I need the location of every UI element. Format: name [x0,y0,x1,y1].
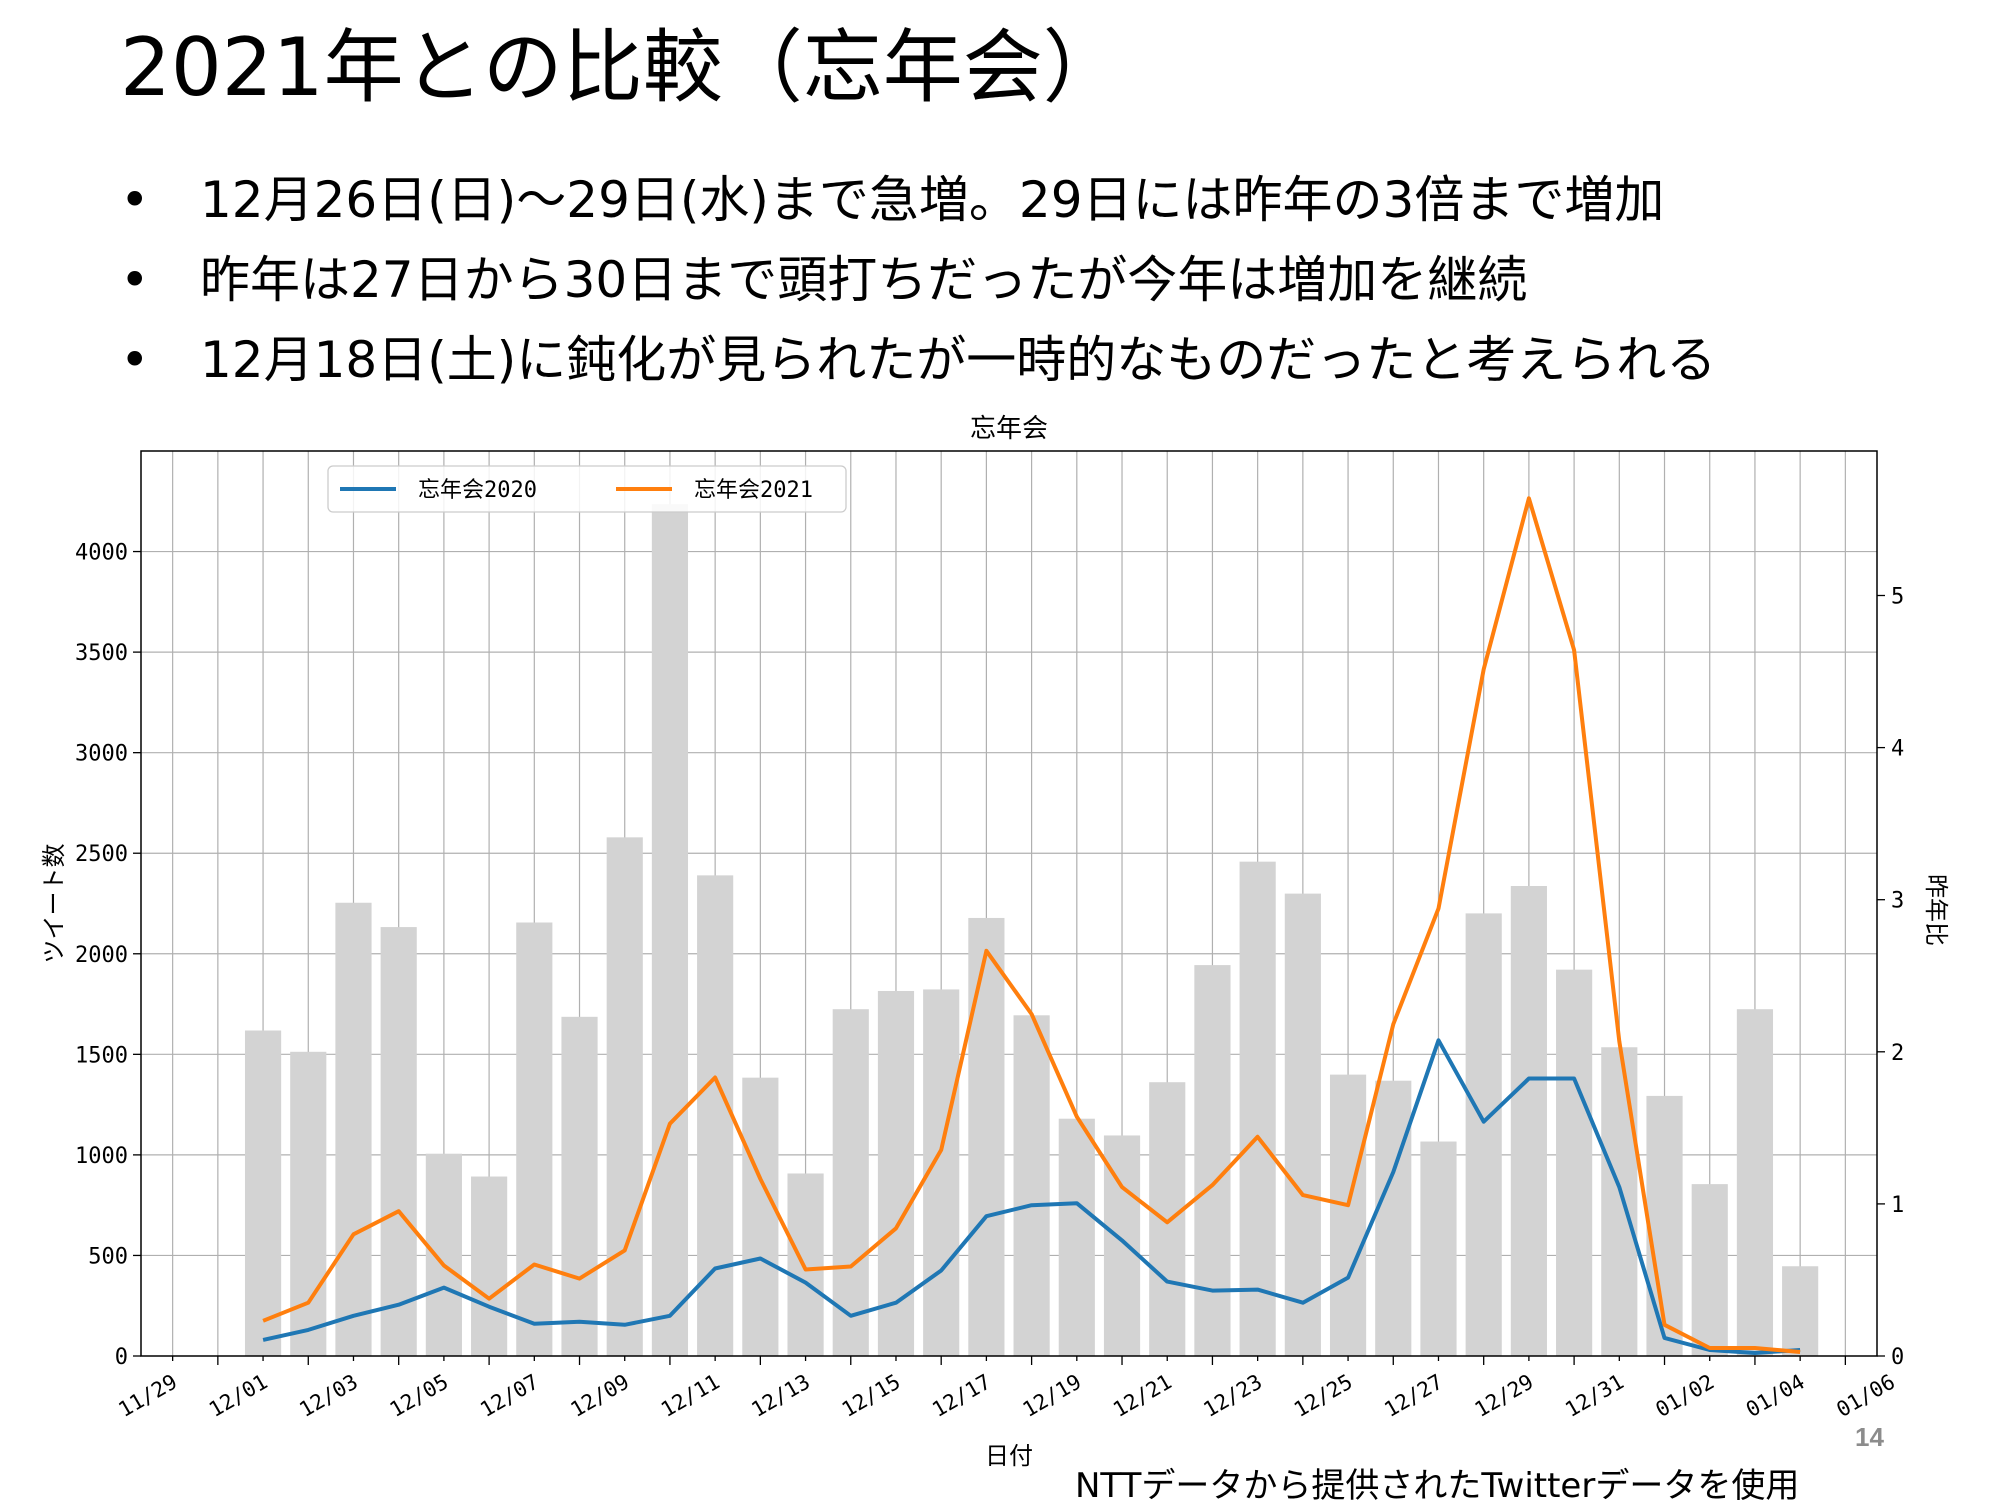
bullet-text: 昨年は27日から30日まで頭打ちだったが今年は増加を継続 [200,251,1528,309]
series-line-2020 [262,1038,1801,1355]
x-tick-label: 11/29 [114,1370,181,1422]
x-tick-label: 01/06 [1832,1370,1899,1422]
x-tick-label: 12/03 [295,1370,362,1422]
y2-tick-label: 5 [1891,584,1904,609]
y-tick-label: 500 [88,1244,128,1269]
ratio-bar [1239,861,1276,1356]
ratio-bar [1194,965,1231,1356]
ratio-bar [1601,1047,1638,1356]
ratio-bar [651,504,689,1356]
slide-title: 2021年との比較（忘年会） [120,21,1123,114]
ratio-bar [561,1016,598,1356]
bullet-text: 12月18日(土)に鈍化が見られたが一時的なものだったと考えられる [200,331,1717,389]
ratio-bar [787,1173,824,1356]
ratio-bar [1420,1141,1457,1356]
ratio-bar [968,917,1005,1356]
ratio-bar [1284,893,1321,1356]
x-tick-label: 12/31 [1561,1370,1628,1422]
y-axis-label: ツイート数 [40,844,68,964]
y-axis-right: 0 1 2 3 4 5 [1877,584,1904,1370]
y2-tick-label: 1 [1891,1193,1904,1218]
ratio-bar [516,922,553,1356]
ratio-bar [1556,969,1593,1356]
ratio-bar [290,1051,327,1356]
bullet-dot: • [120,171,150,229]
ratio-bar [1465,913,1502,1356]
x-tick-label: 12/05 [386,1370,453,1422]
ratio-bars [244,504,1819,1356]
bullet-item: • 昨年は27日から30日まで頭打ちだったが今年は増加を継続 [120,240,1716,320]
ratio-bar [1058,1118,1095,1356]
y-tick-label: 3000 [75,742,128,767]
x-tick-label: 12/11 [657,1370,724,1422]
ratio-bar [832,1009,869,1356]
x-tick-label: 12/01 [205,1370,272,1422]
data-credit: NTTデータから提供されたTwitterデータを使用 [1075,1466,1800,1506]
bullet-item: • 12月18日(土)に鈍化が見られたが一時的なものだったと考えられる [120,320,1716,400]
y2-tick-label: 2 [1891,1041,1904,1066]
bullet-item: • 12月26日(日)～29日(水)まで急増。29日には昨年の3倍まで増加 [120,160,1716,240]
chart-title: 忘年会 [970,414,1048,444]
y-axis-left: 0 500 1000 1500 2000 2500 3000 3500 4000 [75,541,141,1370]
ratio-bar [335,902,372,1356]
ratio-bar [425,1153,462,1356]
x-axis: 11/29 12/01 12/03 12/05 12/07 12/09 12/11 12/13… [114,1356,1899,1422]
x-axis-label: 日付 [985,1442,1033,1470]
legend-label: 忘年会2020 [418,478,537,503]
ratio-bar [244,1030,282,1356]
legend: 忘年会2020 忘年会2021 [327,465,847,513]
ratio-bar [606,837,643,1356]
bullet-text: 12月26日(日)～29日(水)まで急増。29日には昨年の3倍まで増加 [200,171,1665,229]
plot-frame [140,450,1878,1357]
ratio-bar [1375,1080,1412,1356]
ratio-bar [1782,1266,1819,1356]
y2-tick-label: 3 [1891,889,1904,914]
page-number: 14 [1855,1422,1884,1452]
ratio-bar [1691,1184,1728,1356]
bullet-list: • 12月26日(日)～29日(水)まで急増。29日には昨年の3倍まで増加 • 昨年… [120,160,1716,400]
x-tick-label: 12/25 [1290,1370,1357,1422]
ratio-bar [380,927,417,1356]
x-tick-label: 01/04 [1742,1370,1809,1422]
y2-tick-label: 4 [1891,737,1904,762]
ratio-bar [697,875,734,1356]
x-tick-label: 12/17 [928,1370,995,1422]
x-tick-label: 12/13 [747,1370,814,1422]
ratio-bar [1510,886,1547,1356]
ratio-bar [1149,1082,1186,1356]
ratio-bar [1329,1074,1367,1356]
y-tick-label: 4000 [75,541,128,566]
x-tick-label: 12/23 [1199,1370,1266,1422]
y-tick-label: 2000 [75,943,128,968]
ratio-bar [1103,1135,1141,1356]
x-tick-label: 12/15 [838,1370,905,1422]
y-tick-label: 1500 [75,1043,128,1068]
legend-box [327,465,847,513]
x-tick-label: 12/07 [476,1370,543,1422]
ratio-bar [742,1077,779,1356]
series-line-2021 [262,496,1801,1354]
x-tick-label: 12/29 [1471,1370,1538,1422]
bullet-dot: • [120,331,150,389]
x-tick-label: 12/19 [1019,1370,1086,1422]
ratio-bar [471,1176,508,1356]
x-tick-label: 12/21 [1109,1370,1176,1422]
y2-axis-label: 昨年比 [1922,874,1950,946]
ratio-bar [1736,1009,1774,1356]
y-tick-label: 2500 [75,842,128,867]
y-tick-label: 0 [115,1345,128,1370]
y-tick-label: 3500 [75,641,128,666]
y2-tick-label: 0 [1891,1345,1904,1370]
ratio-bar [1013,1015,1050,1356]
legend-label: 忘年会2021 [694,478,813,503]
x-tick-label: 12/09 [566,1370,633,1422]
y-tick-label: 1000 [75,1144,128,1169]
x-tick-label: 12/27 [1380,1370,1447,1422]
x-tick-label: 01/02 [1651,1370,1718,1422]
bullet-dot: • [120,251,150,309]
